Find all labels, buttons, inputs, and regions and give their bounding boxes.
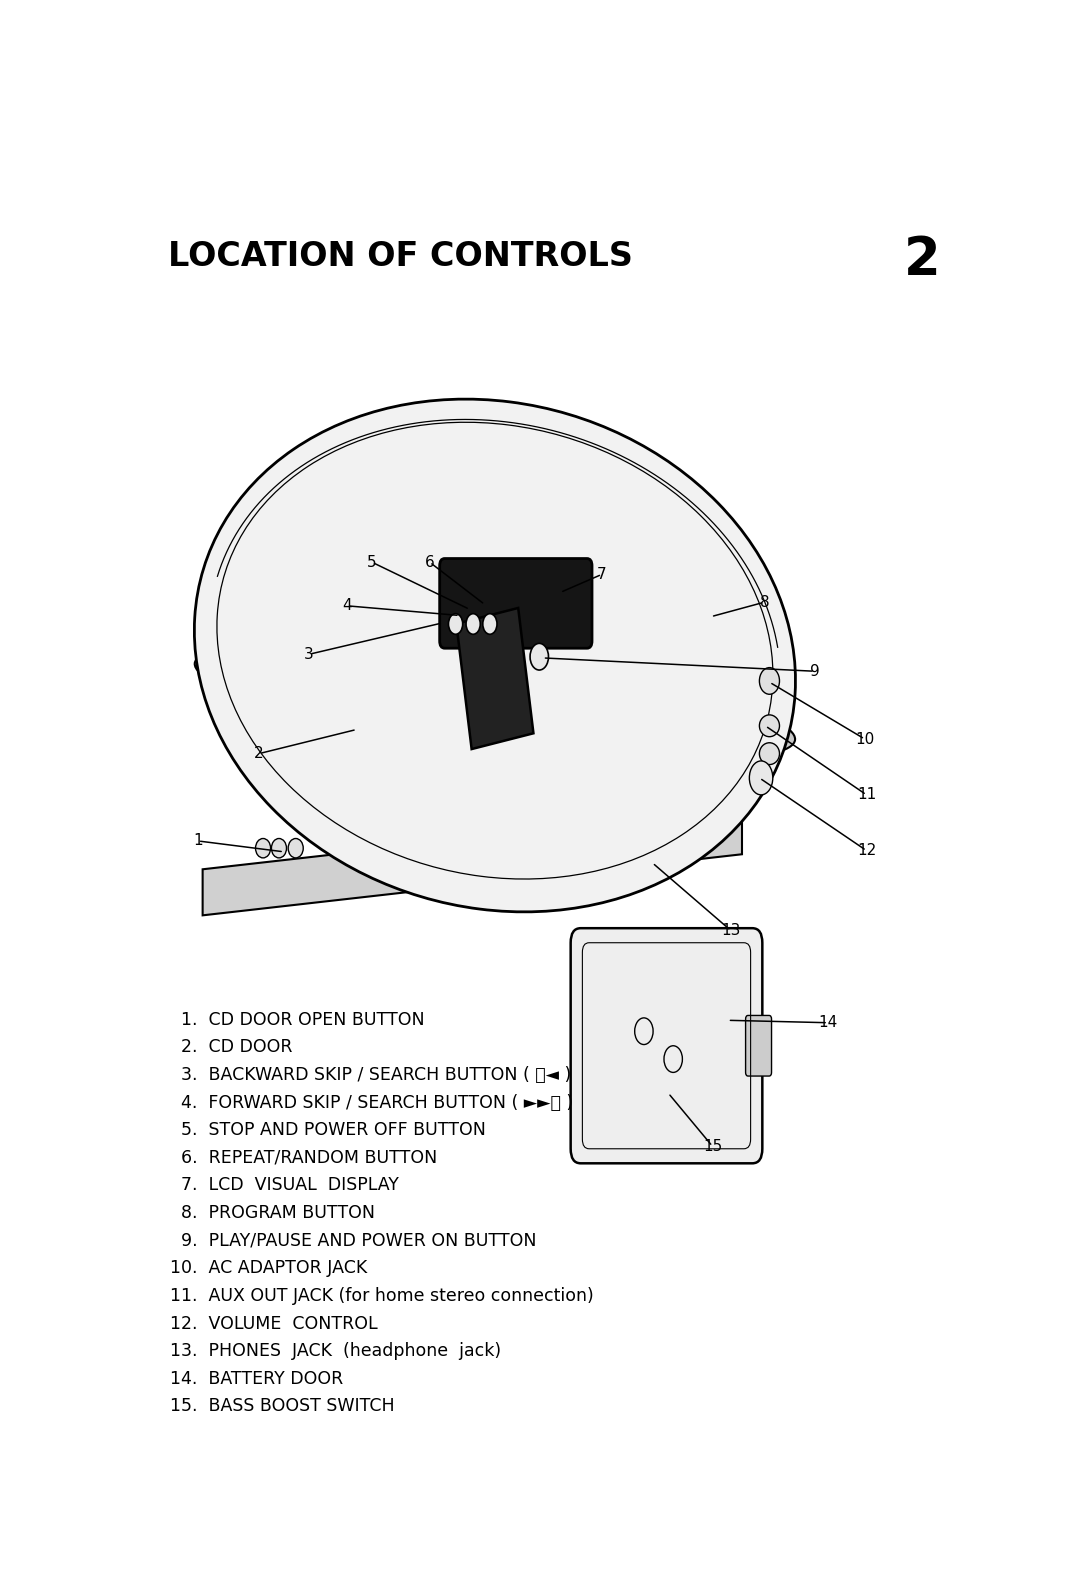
Text: 2: 2 xyxy=(254,746,264,762)
Text: 5: 5 xyxy=(367,554,377,570)
Text: 12: 12 xyxy=(856,844,876,858)
Text: 3: 3 xyxy=(305,647,314,661)
Text: 14: 14 xyxy=(819,1015,838,1031)
Text: 10: 10 xyxy=(855,732,875,746)
Text: 7: 7 xyxy=(597,567,607,582)
Text: 11.  AUX OUT JACK (for home stereo connection): 11. AUX OUT JACK (for home stereo connec… xyxy=(171,1288,594,1305)
Ellipse shape xyxy=(759,667,780,694)
Text: 8: 8 xyxy=(759,595,769,609)
Ellipse shape xyxy=(483,614,497,634)
Text: 11: 11 xyxy=(856,787,876,803)
Ellipse shape xyxy=(194,400,796,911)
Text: 5.  STOP AND POWER OFF BUTTON: 5. STOP AND POWER OFF BUTTON xyxy=(171,1121,486,1140)
Text: 9.  PLAY/PAUSE AND POWER ON BUTTON: 9. PLAY/PAUSE AND POWER ON BUTTON xyxy=(171,1232,537,1250)
Text: 2.  CD DOOR: 2. CD DOOR xyxy=(171,1039,293,1056)
Ellipse shape xyxy=(750,760,773,795)
Ellipse shape xyxy=(759,743,780,765)
Text: 6: 6 xyxy=(424,554,434,570)
Text: 2: 2 xyxy=(904,233,941,286)
Text: 13: 13 xyxy=(721,922,741,938)
Text: LOCATION OF CONTROLS: LOCATION OF CONTROLS xyxy=(168,239,633,272)
Ellipse shape xyxy=(448,614,462,634)
Text: 3.  BACKWARD SKIP / SEARCH BUTTON ( ⏮◄ ): 3. BACKWARD SKIP / SEARCH BUTTON ( ⏮◄ ) xyxy=(171,1066,571,1084)
Text: 13.  PHONES  JACK  (headphone  jack): 13. PHONES JACK (headphone jack) xyxy=(171,1343,501,1360)
Text: 9: 9 xyxy=(810,664,820,678)
Text: 1.  CD DOOR OPEN BUTTON: 1. CD DOOR OPEN BUTTON xyxy=(171,1011,424,1028)
FancyBboxPatch shape xyxy=(570,929,762,1163)
Text: 8.  PROGRAM BUTTON: 8. PROGRAM BUTTON xyxy=(171,1204,375,1221)
Text: 6.  REPEAT/RANDOM BUTTON: 6. REPEAT/RANDOM BUTTON xyxy=(171,1149,437,1166)
Text: 7.  LCD  VISUAL  DISPLAY: 7. LCD VISUAL DISPLAY xyxy=(171,1176,399,1195)
Ellipse shape xyxy=(194,644,795,760)
Ellipse shape xyxy=(530,644,549,671)
Ellipse shape xyxy=(256,839,271,858)
FancyBboxPatch shape xyxy=(745,1015,771,1077)
Ellipse shape xyxy=(271,839,286,858)
Ellipse shape xyxy=(759,715,780,737)
Text: 14.  BATTERY DOOR: 14. BATTERY DOOR xyxy=(171,1369,343,1388)
Text: 1: 1 xyxy=(193,833,203,848)
FancyBboxPatch shape xyxy=(440,559,592,648)
Text: 12.  VOLUME  CONTROL: 12. VOLUME CONTROL xyxy=(171,1314,378,1333)
Ellipse shape xyxy=(288,839,303,858)
Text: 4.  FORWARD SKIP / SEARCH BUTTON ( ►►⏭ ): 4. FORWARD SKIP / SEARCH BUTTON ( ►►⏭ ) xyxy=(171,1094,573,1111)
Ellipse shape xyxy=(467,614,481,634)
Text: 10.  AC ADAPTOR JACK: 10. AC ADAPTOR JACK xyxy=(171,1259,367,1277)
Polygon shape xyxy=(457,608,534,749)
Text: 15: 15 xyxy=(703,1140,723,1154)
Text: 15.  BASS BOOST SWITCH: 15. BASS BOOST SWITCH xyxy=(171,1398,395,1415)
Polygon shape xyxy=(203,807,742,916)
Text: 4: 4 xyxy=(342,598,352,614)
